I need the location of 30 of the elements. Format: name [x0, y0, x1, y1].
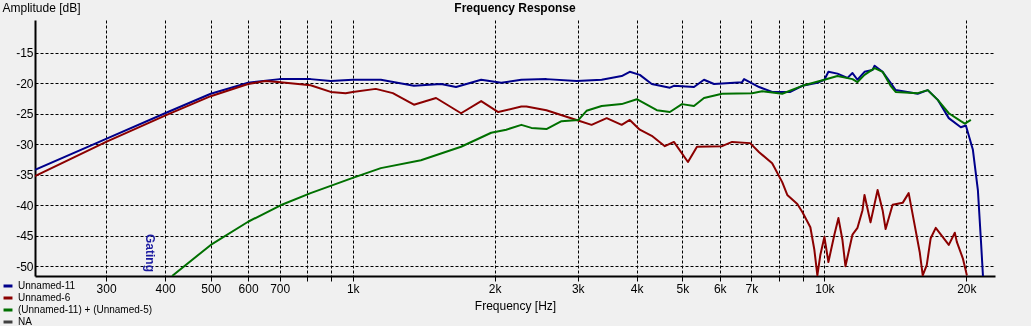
x-tick-label: 5k — [676, 281, 691, 296]
y-tick-label: -45 — [16, 229, 34, 244]
y-tick-label: -30 — [16, 137, 34, 152]
x-tick-label: 3k — [571, 281, 586, 296]
y-tick-label: -50 — [16, 259, 34, 274]
y-tick-label: -20 — [16, 76, 34, 91]
annotation: Gating — [143, 234, 157, 272]
x-tick-label: 600 — [238, 281, 259, 296]
legend-label: Unnamed-11 — [18, 280, 76, 291]
x-tick-label: 1k — [346, 281, 361, 296]
x-tick-label: 700 — [270, 281, 291, 296]
x-tick-label: 7k — [745, 281, 760, 296]
y-tick-label: -15 — [16, 46, 34, 61]
y-axis-title: Amplitude [dB] — [2, 0, 81, 15]
legend-label: Unnamed-6 — [18, 292, 71, 303]
x-tick-label: 6k — [713, 281, 728, 296]
legend-label: (Unnamed-11) + (Unnamed-5) — [18, 304, 153, 315]
x-tick-label: 300 — [96, 281, 117, 296]
y-tick-label: -40 — [16, 198, 34, 213]
x-tick-label: 4k — [630, 281, 645, 296]
x-tick-label: 2k — [488, 281, 503, 296]
x-tick-label: 500 — [201, 281, 222, 296]
chart-title: Frequency Response — [454, 1, 577, 15]
x-tick-label: 400 — [155, 281, 176, 296]
y-tick-label: -25 — [16, 107, 34, 122]
legend-label: NA — [18, 316, 33, 326]
x-axis-title: Frequency [Hz] — [474, 298, 557, 313]
x-tick-label: 10k — [815, 281, 836, 296]
x-tick-label: 20k — [957, 281, 978, 296]
y-tick-label: -35 — [16, 168, 34, 183]
